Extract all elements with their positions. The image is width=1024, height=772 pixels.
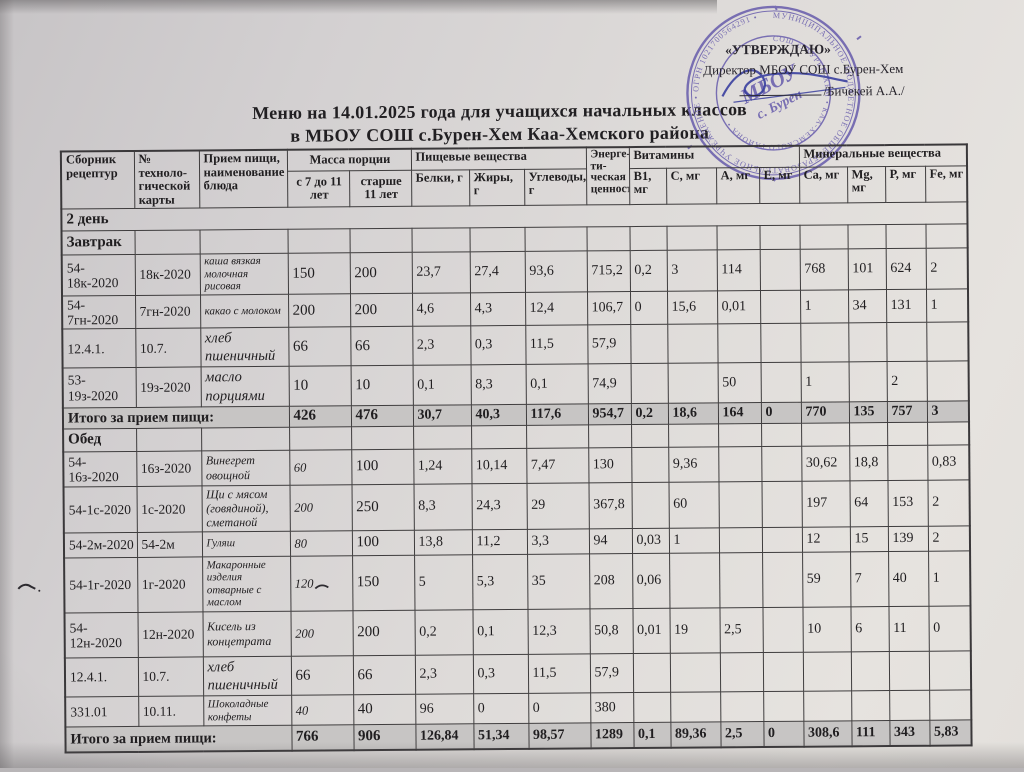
photo-background: Меню на 14.01.2025 года для учащихся нач… [0,0,1024,768]
photo-vignette [0,0,1024,768]
